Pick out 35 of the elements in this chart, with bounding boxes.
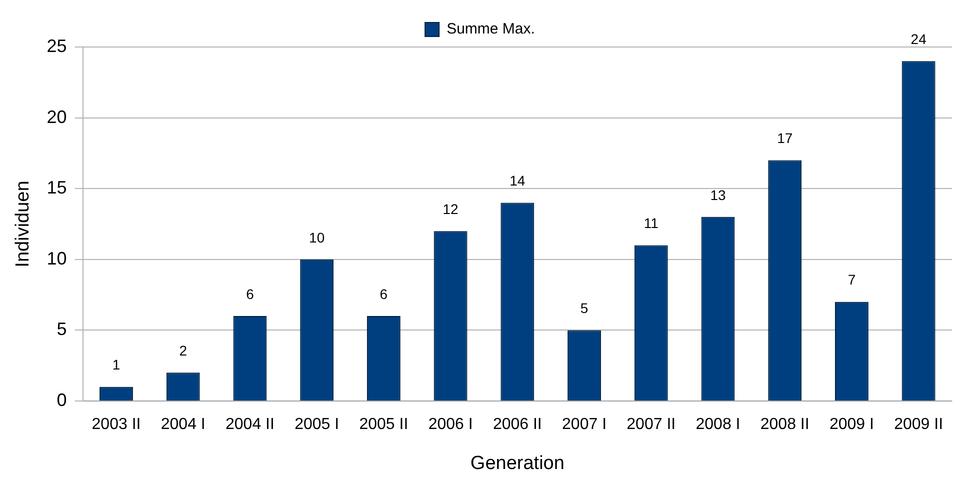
data-label: 7 bbox=[848, 272, 856, 288]
y-tick-label: 10 bbox=[46, 248, 67, 268]
data-label: 10 bbox=[309, 229, 325, 246]
x-tick-label: 2003 II bbox=[92, 416, 141, 434]
y-tick-label: 5 bbox=[56, 319, 67, 340]
x-tick-label: 2004 II bbox=[226, 416, 274, 434]
y-axis-title: Individuen bbox=[12, 180, 34, 268]
data-label: 2 bbox=[179, 342, 188, 359]
y-tick-label: 20 bbox=[46, 106, 67, 127]
x-tick-label: 2005 I bbox=[294, 416, 340, 434]
y-tick-label: 15 bbox=[46, 178, 67, 198]
legend-label: Summe Max. bbox=[446, 20, 535, 38]
x-axis-title: Generation bbox=[470, 452, 564, 474]
data-label: 13 bbox=[710, 186, 726, 203]
y-tick-label: 25 bbox=[46, 36, 67, 56]
x-tick-label: 2007 II bbox=[626, 416, 676, 434]
x-tick-label: 2009 II bbox=[894, 416, 944, 434]
y-tick-label: 0 bbox=[56, 390, 67, 410]
data-label: 14 bbox=[510, 172, 526, 189]
data-label: 6 bbox=[246, 286, 254, 302]
x-tick-label: 2006 II bbox=[492, 416, 542, 434]
data-label: 24 bbox=[910, 31, 927, 48]
data-label: 12 bbox=[442, 200, 459, 217]
x-tick-label: 2008 II bbox=[760, 416, 810, 434]
x-tick-label: 2004 I bbox=[160, 416, 206, 434]
data-label: 5 bbox=[580, 300, 588, 316]
data-label: 1 bbox=[112, 356, 120, 373]
x-tick-label: 2006 I bbox=[428, 416, 473, 434]
x-tick-label: 2007 I bbox=[562, 416, 607, 434]
data-label: 11 bbox=[644, 215, 659, 232]
data-label: 6 bbox=[380, 286, 388, 302]
x-tick-label: 2009 I bbox=[829, 416, 874, 434]
x-tick-label: 2005 II bbox=[359, 416, 408, 434]
data-label: 17 bbox=[777, 130, 793, 146]
x-tick-label: 2008 I bbox=[696, 416, 740, 434]
